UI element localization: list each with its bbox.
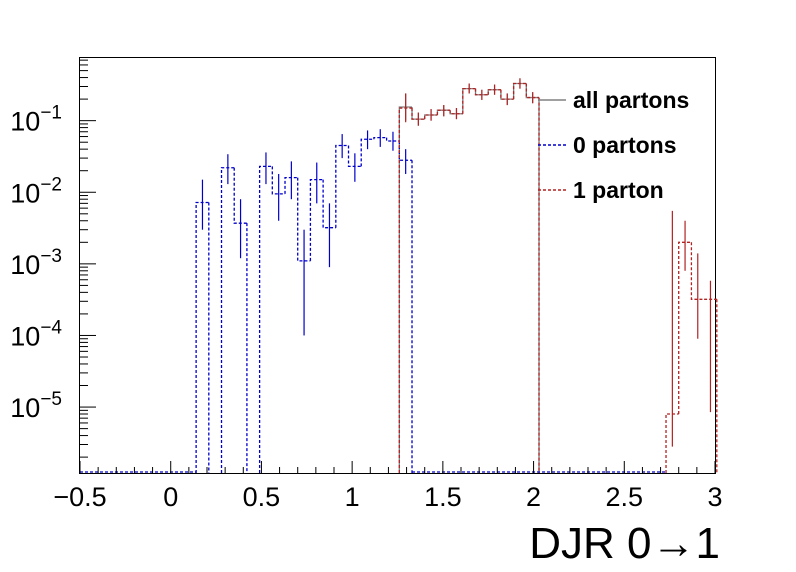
bin-0-partons-6 — [297, 177, 311, 262]
x-tick-label: 1.5 — [424, 482, 462, 512]
bin-0-partons-5 — [284, 176, 298, 194]
bin-0-partons-0 — [195, 201, 210, 473]
bin-0-partons-3 — [258, 165, 273, 473]
bin-1-parton-1 — [411, 108, 425, 120]
bin-1-parton-0 — [398, 107, 413, 473]
bin-0-partons-12 — [373, 136, 387, 140]
legend-label: 0 partons — [573, 132, 677, 158]
x-tick-label: 3 — [707, 482, 722, 512]
legend: all partons 0 partons 1 parton — [538, 87, 689, 203]
plot-frame — [79, 57, 716, 474]
bin-1-parton-2 — [424, 114, 438, 120]
bin-1-parton-3 — [436, 109, 451, 115]
bin-all-partons-10 — [525, 83, 540, 473]
x-tick-label: 2 — [526, 482, 541, 512]
legend-entry-1-parton: 1 parton — [538, 177, 664, 203]
bin-1-parton-6 — [474, 88, 489, 96]
x-tick-label: 0 — [163, 482, 178, 512]
bin-0-partons-9 — [335, 144, 349, 228]
bin-1-parton-13 — [690, 242, 705, 300]
bin-0-partons-14 — [398, 140, 413, 473]
bin-1-parton-5 — [462, 87, 476, 114]
legend-label: 1 parton — [573, 177, 664, 203]
bin-0-partons-2 — [233, 167, 248, 473]
bin-0-partons-10 — [347, 145, 362, 168]
y-tick-label: 10−3 — [10, 246, 62, 280]
bin-1-parton-11 — [665, 413, 679, 473]
bin-0-partons-7 — [309, 179, 324, 261]
bin-0-partons-8 — [322, 179, 336, 229]
y-tick-label: 10−1 — [10, 103, 62, 137]
x-axis: −0.5 0 0.5 1 1.5 2 2.5 3 — [53, 461, 723, 512]
histogram-series — [80, 82, 718, 473]
bin-0-partons-13 — [385, 137, 400, 142]
legend-entry-0-partons: 0 partons — [538, 132, 677, 158]
bin-1-parton-12 — [678, 241, 692, 415]
legend-entry-all-partons: all partons — [538, 87, 689, 113]
x-tick-label: 0.5 — [243, 482, 281, 512]
bin-1-parton-4 — [449, 110, 463, 115]
y-tick-label: 10−4 — [10, 317, 62, 351]
y-axis: 10−5 10−4 10−3 10−2 10−1 — [10, 59, 96, 458]
x-tick-label: 1 — [345, 482, 360, 512]
x-axis-title: DJR 0→1 — [529, 519, 720, 568]
bin-0-partons-11 — [360, 138, 374, 167]
bin-0-partons-4 — [271, 166, 286, 195]
bin-0-partons-1 — [220, 167, 235, 473]
error-bars — [201, 78, 712, 447]
bin-1-parton-7 — [487, 89, 501, 95]
x-tick-label: 2.5 — [606, 482, 644, 512]
bin-1-parton-8 — [500, 89, 514, 100]
bin-1-parton-10 — [525, 83, 540, 473]
bin-1-parton-9 — [512, 82, 527, 100]
x-tick-label: −0.5 — [53, 482, 106, 512]
y-tick-label: 10−2 — [10, 174, 62, 208]
legend-label: all partons — [573, 87, 689, 113]
y-tick-label: 10−5 — [10, 389, 62, 423]
